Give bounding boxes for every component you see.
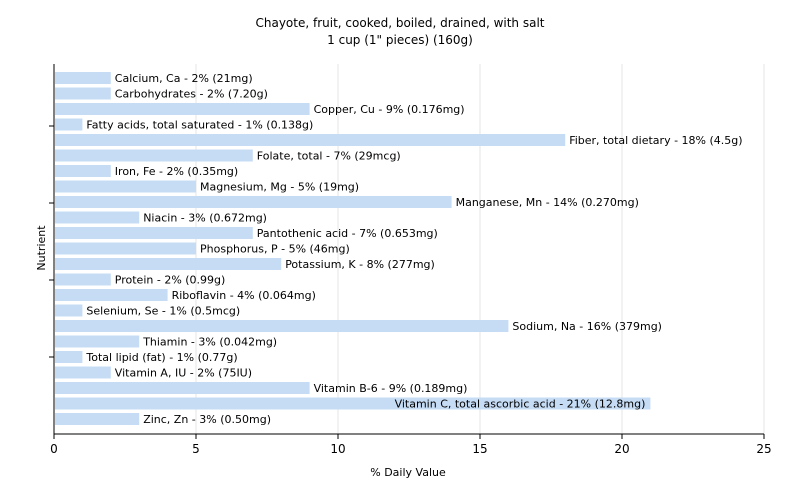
y-axis-title: Nutrient (35, 225, 48, 271)
bar (55, 335, 140, 348)
bar (55, 258, 282, 270)
bar (55, 289, 168, 301)
bar (55, 103, 310, 115)
x-tick-label: 25 (756, 442, 771, 456)
bar-label: Fiber, total dietary - 18% (4.5g) (569, 134, 742, 147)
bar-label: Vitamin C, total ascorbic acid - 21% (12… (395, 398, 646, 411)
bar (55, 397, 651, 410)
bar (55, 180, 196, 193)
bar-label: Copper, Cu - 9% (0.176mg) (314, 103, 465, 116)
x-ticks: 0 5 10 15 20 25 (50, 434, 772, 456)
bar (55, 227, 253, 239)
y-ticks (49, 125, 54, 358)
bar-label: Riboflavin - 4% (0.064mg) (172, 289, 316, 302)
bar-label: Iron, Fe - 2% (0.35mg) (115, 165, 238, 178)
bar-label: Fatty acids, total saturated - 1% (0.138… (86, 119, 313, 132)
bar (55, 351, 83, 363)
bars (55, 72, 651, 425)
bar-label: Total lipid (fat) - 1% (0.77g) (85, 351, 237, 364)
bar-label: Sodium, Na - 16% (379mg) (512, 320, 662, 333)
bar-label: Folate, total - 7% (29mcg) (257, 150, 401, 163)
bar (55, 72, 111, 84)
bar-label: Vitamin B-6 - 9% (0.189mg) (314, 382, 468, 395)
x-tick-label: 0 (50, 442, 58, 456)
bar (55, 304, 83, 317)
bar-label: Vitamin A, IU - 2% (75IU) (115, 367, 252, 380)
bar-label: Phosphorus, P - 5% (46mg) (200, 243, 350, 256)
bar-label: Magnesium, Mg - 5% (19mg) (200, 181, 359, 194)
bar (55, 211, 140, 224)
bar-labels: Calcium, Ca - 2% (21mg) Carbohydrates - 2… (85, 72, 742, 426)
bar-label: Zinc, Zn - 3% (0.50mg) (143, 413, 271, 426)
bar-label: Niacin - 3% (0.672mg) (143, 212, 267, 225)
chart-subtitle: 1 cup (1" pieces) (160g) (327, 33, 473, 47)
bar-label: Selenium, Se - 1% (0.5mcg) (86, 305, 240, 318)
bar-label: Protein - 2% (0.99g) (115, 274, 226, 287)
bar (55, 273, 111, 286)
x-tick-label: 15 (472, 442, 487, 456)
x-tick-label: 10 (330, 442, 345, 456)
bar-label: Potassium, K - 8% (277mg) (285, 258, 435, 271)
grid (195, 64, 765, 434)
bar (55, 320, 509, 332)
bar (55, 366, 111, 379)
bar (55, 242, 196, 255)
x-tick-label: 20 (614, 442, 629, 456)
bar-label: Pantothenic acid - 7% (0.653mg) (257, 227, 438, 240)
bar-label: Calcium, Ca - 2% (21mg) (115, 72, 253, 85)
bar-label: Carbohydrates - 2% (7.20g) (115, 88, 268, 101)
bar (55, 196, 452, 208)
bar (55, 149, 253, 162)
bar-label: Thiamin - 3% (0.042mg) (142, 336, 277, 349)
bar (55, 165, 111, 177)
x-axis-title: % Daily Value (370, 466, 446, 479)
bar (55, 382, 310, 394)
bar (55, 118, 83, 131)
bar (55, 413, 140, 425)
bar (55, 87, 111, 100)
chart-title: Chayote, fruit, cooked, boiled, drained,… (255, 16, 544, 30)
x-tick-label: 5 (192, 442, 200, 456)
bar (55, 134, 566, 146)
bar-label: Manganese, Mn - 14% (0.270mg) (456, 196, 639, 209)
